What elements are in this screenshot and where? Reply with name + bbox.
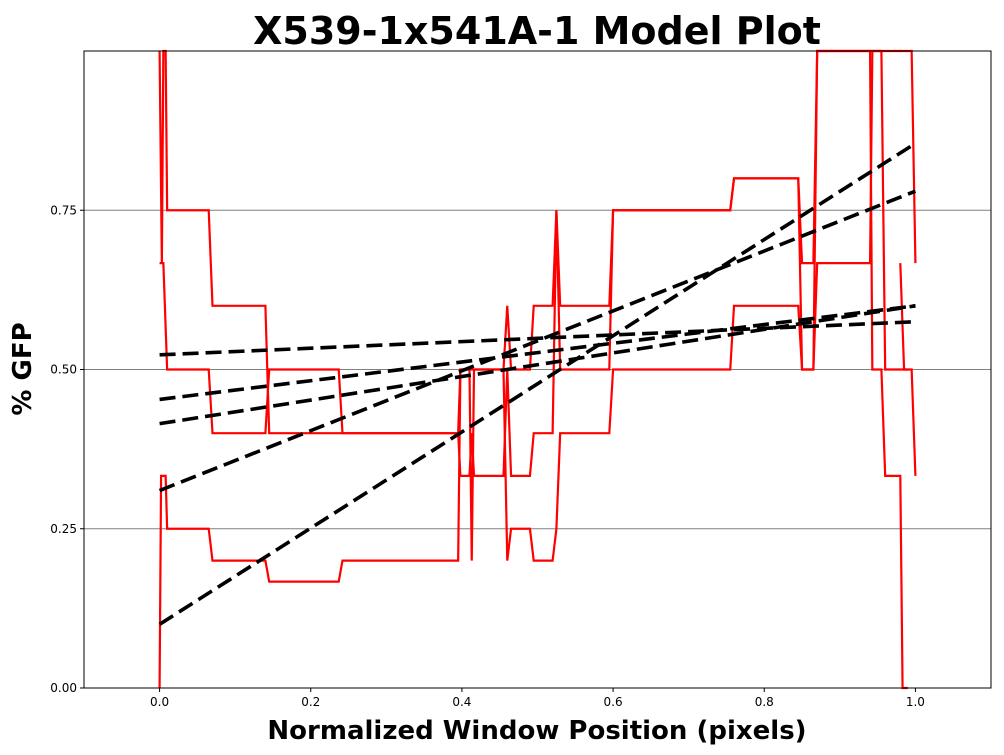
x-tick-label-4: 0.8 <box>755 695 774 709</box>
x-tick-label-0: 0.0 <box>150 695 169 709</box>
model-line-5 <box>158 189 917 493</box>
chart-title: X539-1x541A-1 Model Plot <box>253 9 821 53</box>
model-line-6 <box>159 304 916 426</box>
x-tick-label-2: 0.4 <box>452 695 471 709</box>
data-line-3 <box>899 263 917 476</box>
y-tick-label-2: 0.50 <box>50 363 77 377</box>
x-tick-label-3: 0.6 <box>604 695 623 709</box>
x-axis-label: Normalized Window Position (pixels) <box>267 716 806 746</box>
y-axis-label: % GFP <box>8 322 38 415</box>
model-line-8 <box>159 319 916 357</box>
model-line-4 <box>158 141 917 626</box>
y-tick-label-3: 0.75 <box>50 203 77 217</box>
axis-ticks: 0.0 0.2 0.4 0.6 0.8 1.0 0.00 0.25 0.50 0.75 <box>50 203 925 709</box>
x-tick-label-1: 0.2 <box>301 695 320 709</box>
y-tick-label-1: 0.25 <box>50 522 77 536</box>
grid-lines <box>84 209 991 530</box>
plot-area <box>158 49 917 690</box>
data-line-2 <box>158 49 917 435</box>
y-tick-label-0: 0.00 <box>50 681 77 695</box>
model-line-7 <box>159 304 916 402</box>
data-line-1 <box>159 49 908 477</box>
x-tick-label-5: 1.0 <box>906 695 925 709</box>
